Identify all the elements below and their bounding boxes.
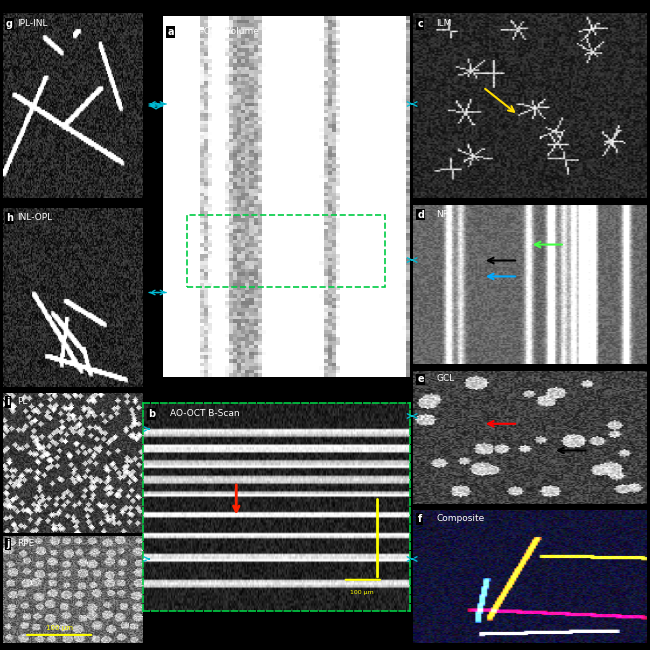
Text: Composite: Composite xyxy=(436,514,484,523)
Text: IPL-INL: IPL-INL xyxy=(18,19,47,27)
Text: j: j xyxy=(6,540,10,549)
Text: f: f xyxy=(417,514,422,525)
Text: ONL: ONL xyxy=(390,284,403,289)
Text: NFL: NFL xyxy=(390,176,402,181)
Text: 100 μm: 100 μm xyxy=(350,590,373,595)
Text: d: d xyxy=(417,209,424,220)
Text: PL: PL xyxy=(390,309,397,315)
Text: RPE: RPE xyxy=(390,339,402,343)
Text: h: h xyxy=(6,213,13,224)
Text: IPL: IPL xyxy=(390,216,398,221)
Text: ILM: ILM xyxy=(436,19,452,27)
Text: INL-OPL: INL-OPL xyxy=(18,213,53,222)
Text: INL: INL xyxy=(390,237,400,242)
Text: NFL: NFL xyxy=(436,209,453,218)
Text: GCL: GCL xyxy=(390,194,402,199)
Text: OPL: OPL xyxy=(390,259,402,264)
Text: c: c xyxy=(417,19,423,29)
Text: a: a xyxy=(168,27,174,37)
Text: b: b xyxy=(148,410,155,419)
Text: ILM: ILM xyxy=(390,158,400,163)
Text: RPE: RPE xyxy=(18,540,34,549)
Text: AO-OCT Volume: AO-OCT Volume xyxy=(187,27,259,36)
Text: 100 μm: 100 μm xyxy=(46,625,73,630)
Text: g: g xyxy=(6,19,13,29)
Text: e: e xyxy=(417,374,424,385)
Text: PL: PL xyxy=(18,397,27,406)
Text: i: i xyxy=(6,397,10,408)
Text: AO-OCT B-Scan: AO-OCT B-Scan xyxy=(170,410,239,418)
Text: GCL: GCL xyxy=(436,374,454,384)
